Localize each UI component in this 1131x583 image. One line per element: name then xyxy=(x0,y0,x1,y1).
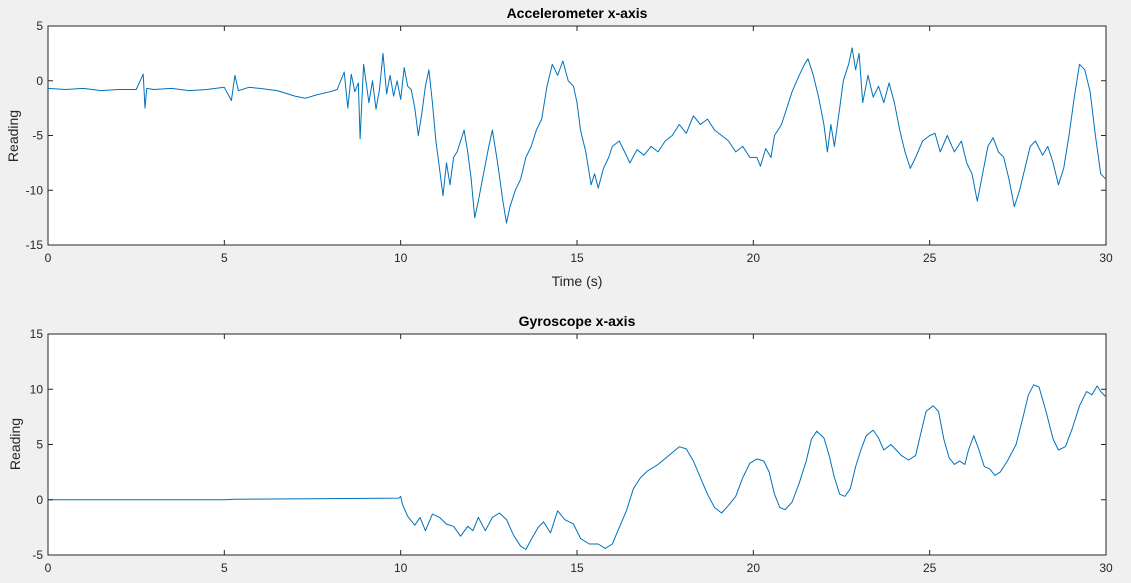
gyroscope-y-tick-label: 5 xyxy=(36,438,43,452)
gyroscope-axes-box xyxy=(47,333,1107,556)
gyroscope-x-tick-label: 15 xyxy=(570,561,584,575)
accelerometer-y-axis-label: Reading xyxy=(5,110,21,162)
gyroscope-series-line xyxy=(48,384,1107,550)
accelerometer-series-line xyxy=(47,47,1107,224)
accelerometer-x-tick-label: 0 xyxy=(45,251,52,265)
accelerometer-x-tick-label: 30 xyxy=(1099,251,1113,265)
accelerometer-y-tick-label: 5 xyxy=(36,19,43,33)
gyroscope-x-tick-label: 25 xyxy=(923,561,937,575)
gyroscope-x-tick-label: 30 xyxy=(1099,561,1113,575)
accelerometer-x-tick-label: 25 xyxy=(923,251,937,265)
gyroscope-y-tick-label: 0 xyxy=(36,493,43,507)
accelerometer-y-tick-label: -10 xyxy=(26,183,44,197)
accelerometer-subplot: 0 5 10 15 20 25 30 -15 -10 -5 0 5 Accelerometer x-a… xyxy=(5,5,1113,289)
accelerometer-ticks: 0 5 10 15 20 25 30 -15 -10 -5 0 5 xyxy=(26,19,1113,265)
gyroscope-y-tick-label: 15 xyxy=(30,327,44,341)
gyroscope-x-tick-label: 10 xyxy=(394,561,408,575)
gyroscope-y-axis-label: Reading xyxy=(7,418,23,470)
gyroscope-x-tick-label: 0 xyxy=(45,561,52,575)
gyroscope-y-tick-label: 10 xyxy=(30,382,44,396)
gyroscope-y-tick-label: -5 xyxy=(32,548,43,562)
accelerometer-x-tick-label: 15 xyxy=(570,251,584,265)
gyroscope-x-tick-label: 20 xyxy=(747,561,761,575)
accelerometer-y-tick-label: -15 xyxy=(26,238,44,252)
accelerometer-y-tick-label: -5 xyxy=(32,129,43,143)
gyroscope-title: Gyroscope x-axis xyxy=(519,313,636,329)
accelerometer-x-tick-label: 10 xyxy=(394,251,408,265)
accelerometer-x-axis-label: Time (s) xyxy=(552,273,603,289)
accelerometer-title: Accelerometer x-axis xyxy=(507,5,648,21)
accelerometer-x-tick-label: 20 xyxy=(747,251,761,265)
gyroscope-x-tick-label: 5 xyxy=(221,561,228,575)
accelerometer-y-tick-label: 0 xyxy=(36,74,43,88)
accelerometer-x-tick-label: 5 xyxy=(221,251,228,265)
